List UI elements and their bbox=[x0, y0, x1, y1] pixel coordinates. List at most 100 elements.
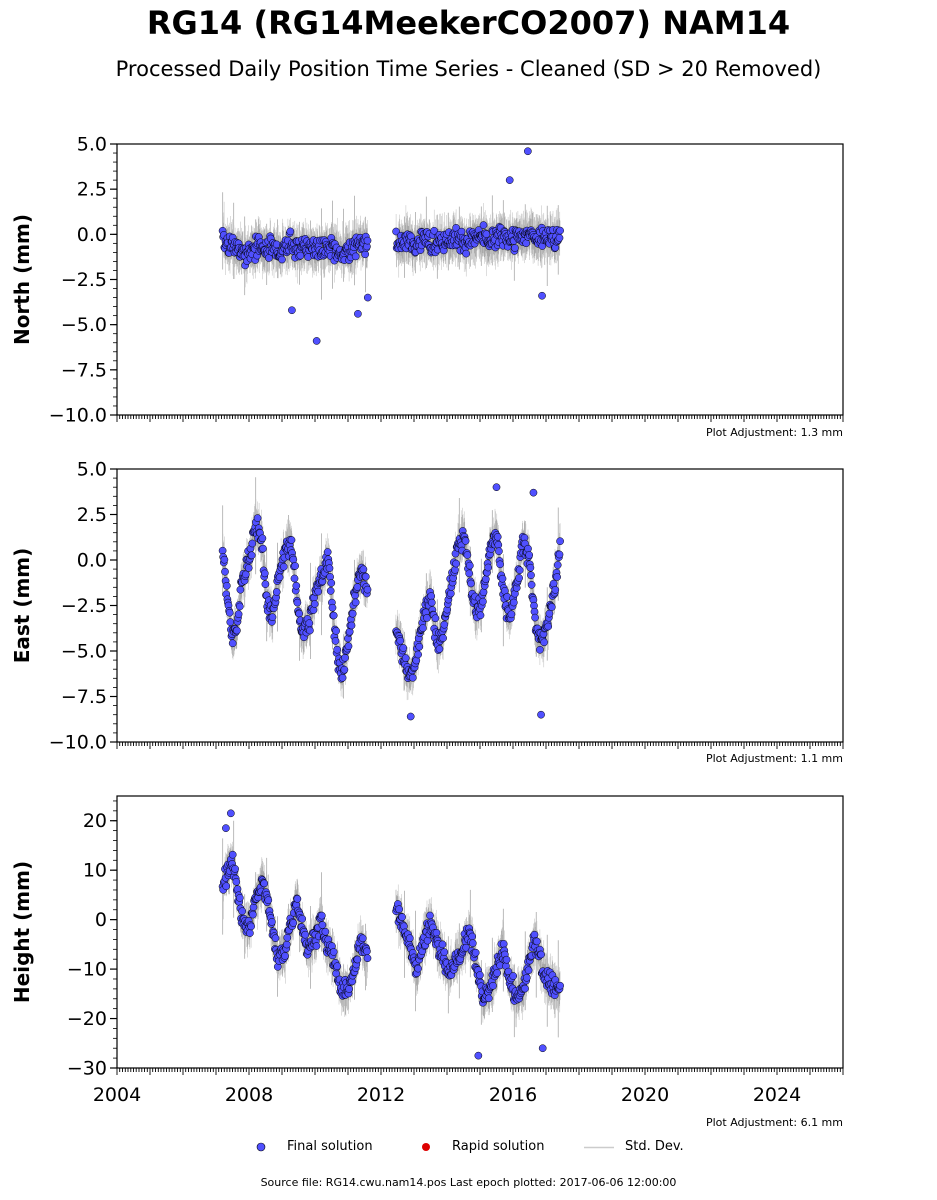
y-tick-label: −2.5 bbox=[61, 595, 107, 617]
data-point bbox=[268, 613, 277, 622]
data-point bbox=[341, 653, 349, 662]
data-point bbox=[353, 955, 362, 964]
y-tick-label: 10 bbox=[83, 860, 107, 882]
data-point bbox=[533, 937, 541, 946]
x-tick-label: 2004 bbox=[93, 1084, 141, 1106]
plot-area bbox=[218, 147, 564, 345]
source-footer: Source file: RG14.cwu.nam14.pos Last epo… bbox=[260, 1176, 677, 1189]
y-axis-label: East (mm) bbox=[10, 548, 34, 664]
data-point bbox=[553, 573, 561, 581]
x-tick-label: 2020 bbox=[621, 1084, 669, 1106]
data-point bbox=[268, 918, 276, 926]
data-point bbox=[227, 809, 235, 818]
data-point bbox=[549, 579, 558, 588]
data-point bbox=[522, 973, 531, 982]
data-point bbox=[363, 954, 372, 963]
std-dev-line-icon bbox=[584, 1146, 614, 1149]
data-point bbox=[406, 712, 415, 721]
y-tick-label: −10 bbox=[67, 959, 107, 981]
data-point bbox=[310, 600, 319, 608]
data-point bbox=[551, 586, 560, 594]
data-point bbox=[222, 581, 231, 590]
data-point bbox=[305, 619, 314, 628]
y-tick-label: 5.0 bbox=[77, 134, 107, 156]
data-point bbox=[465, 561, 474, 570]
data-point bbox=[556, 537, 564, 546]
data-point bbox=[474, 1051, 483, 1060]
data-point bbox=[431, 614, 440, 623]
data-point bbox=[446, 589, 455, 598]
data-point bbox=[408, 673, 417, 682]
data-point bbox=[481, 575, 490, 583]
data-point bbox=[463, 551, 472, 559]
data-point bbox=[555, 550, 564, 559]
data-point bbox=[295, 609, 304, 618]
data-point bbox=[361, 572, 370, 581]
y-tick-label: −30 bbox=[67, 1058, 107, 1080]
data-point bbox=[293, 895, 302, 903]
data-point bbox=[238, 907, 247, 916]
data-point bbox=[471, 948, 480, 957]
data-point bbox=[226, 618, 235, 626]
data-point bbox=[489, 981, 497, 990]
data-point bbox=[306, 626, 314, 635]
y-axis-label: Height (mm) bbox=[10, 861, 34, 1003]
data-point bbox=[222, 882, 231, 891]
data-point bbox=[264, 896, 273, 905]
data-point bbox=[509, 972, 518, 980]
data-point bbox=[278, 255, 286, 264]
data-point bbox=[427, 598, 436, 607]
data-point bbox=[275, 573, 284, 582]
plot-adjustment-label: Plot Adjustment: 6.1 mm bbox=[706, 1116, 843, 1129]
data-point bbox=[261, 580, 270, 589]
data-point bbox=[228, 639, 237, 648]
data-point bbox=[236, 585, 245, 594]
final-solution-points bbox=[218, 147, 564, 345]
data-point bbox=[451, 566, 459, 574]
data-point bbox=[249, 910, 257, 919]
data-point bbox=[233, 626, 241, 635]
data-point bbox=[427, 592, 436, 600]
legend: Final solution Rapid solution Std. Dev. bbox=[0, 1137, 937, 1157]
panel-2: 5.0 2.5 0.0 −2.5 −5.0 −7.5 −10.0 East (mm) Plot … bbox=[10, 459, 844, 765]
data-point bbox=[538, 1044, 547, 1053]
data-point bbox=[496, 560, 504, 569]
data-point bbox=[292, 581, 301, 590]
data-point bbox=[247, 922, 255, 931]
data-point bbox=[363, 947, 371, 956]
x-tick-label: 2016 bbox=[489, 1084, 537, 1106]
data-point bbox=[351, 598, 360, 607]
data-point bbox=[329, 611, 338, 620]
data-point bbox=[521, 984, 529, 993]
legend-final-solution: Final solution bbox=[287, 1139, 373, 1154]
data-point bbox=[544, 622, 553, 631]
data-point bbox=[286, 227, 295, 236]
data-point bbox=[537, 950, 545, 959]
data-point bbox=[301, 930, 310, 939]
y-tick-label: 0.0 bbox=[77, 550, 107, 572]
final-solution-points bbox=[218, 483, 564, 721]
data-point bbox=[461, 537, 470, 545]
data-point bbox=[440, 948, 449, 956]
x-ticks bbox=[116, 415, 844, 422]
data-point bbox=[314, 587, 323, 596]
data-point bbox=[547, 603, 556, 611]
data-point bbox=[435, 645, 444, 653]
data-point bbox=[555, 234, 564, 242]
data-point bbox=[321, 927, 330, 936]
y-tick-label: −20 bbox=[67, 1008, 107, 1030]
data-point bbox=[468, 939, 477, 948]
data-point bbox=[326, 587, 335, 595]
chart-title: RG14 (RG14MeekerCO2007) NAM14 bbox=[146, 4, 791, 42]
data-point bbox=[545, 609, 554, 618]
data-point bbox=[527, 580, 536, 589]
y-tick-label: −7.5 bbox=[61, 359, 107, 381]
y-tick-label: 2.5 bbox=[77, 179, 107, 201]
data-point bbox=[241, 570, 250, 579]
panel-3: 20 10 0 −10 −20 −30 2004 2008 2012 2016 2020 2024 He… bbox=[10, 795, 844, 1129]
data-point bbox=[290, 574, 299, 583]
legend-rapid-solution: Rapid solution bbox=[452, 1139, 545, 1154]
y-tick-label: 20 bbox=[83, 810, 107, 832]
data-point bbox=[537, 710, 545, 719]
data-point bbox=[467, 579, 475, 588]
